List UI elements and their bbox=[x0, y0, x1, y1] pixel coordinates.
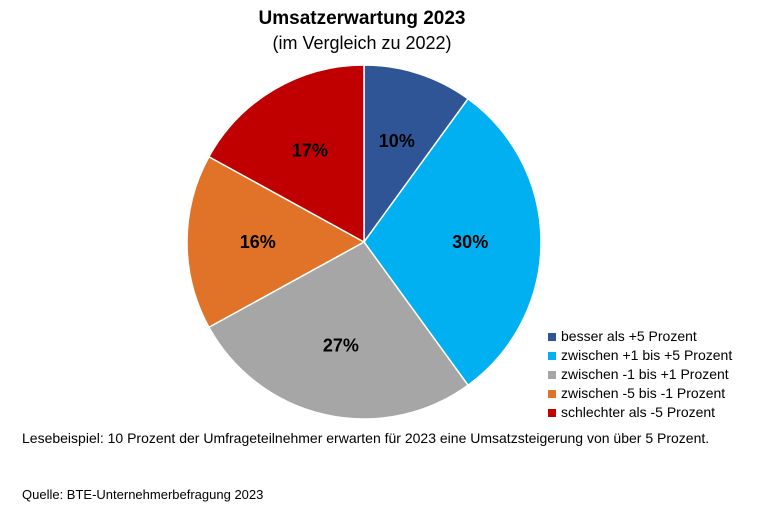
slice-value-label-2: 27% bbox=[323, 336, 359, 356]
legend-item-2: zwischen -1 bis +1 Prozent bbox=[548, 365, 732, 384]
legend-label: besser als +5 Prozent bbox=[561, 328, 697, 344]
pie-slice-0 bbox=[363, 64, 470, 245]
source-note: Quelle: BTE-Unternehmerbefragung 2023 bbox=[22, 487, 264, 502]
chart-title: Umsatzerwartung 2023 bbox=[258, 8, 466, 29]
slice-value-label-1: 30% bbox=[452, 232, 488, 252]
pie-slice-3 bbox=[186, 155, 366, 329]
legend-label: zwischen -5 bis -1 Prozent bbox=[561, 385, 726, 401]
legend-label: zwischen +1 bis +5 Prozent bbox=[561, 347, 733, 363]
slice-value-label-4: 17% bbox=[292, 141, 328, 161]
legend-item-3: zwischen -5 bis -1 Prozent bbox=[548, 384, 732, 403]
pie-slice-2 bbox=[207, 241, 470, 420]
chart-legend: besser als +5 Prozent zwischen +1 bis +5 … bbox=[548, 327, 732, 422]
legend-swatch bbox=[548, 332, 556, 341]
legend-swatch bbox=[548, 370, 556, 379]
legend-label: schlechter als -5 Prozent bbox=[561, 404, 716, 420]
chart-subtitle: (im Vergleich zu 2022) bbox=[272, 33, 452, 53]
legend-swatch bbox=[548, 408, 556, 417]
slice-value-label-3: 16% bbox=[240, 232, 276, 252]
legend-item-1: zwischen +1 bis +5 Prozent bbox=[548, 346, 732, 365]
legend-swatch bbox=[548, 389, 556, 398]
legend-item-4: schlechter als -5 Prozent bbox=[548, 403, 732, 422]
pie-slice-4 bbox=[207, 64, 365, 244]
legend-label: zwischen -1 bis +1 Prozent bbox=[561, 366, 729, 382]
pie-chart: 10% 30% 27% 16% 17% bbox=[186, 64, 542, 420]
legend-swatch bbox=[548, 351, 556, 360]
reading-example-note: Lesebeispiel: 10 Prozent der Umfrageteil… bbox=[22, 430, 710, 446]
slice-value-label-0: 10% bbox=[379, 131, 415, 151]
pie-slice-1 bbox=[363, 97, 542, 387]
legend-item-0: besser als +5 Prozent bbox=[548, 327, 732, 346]
